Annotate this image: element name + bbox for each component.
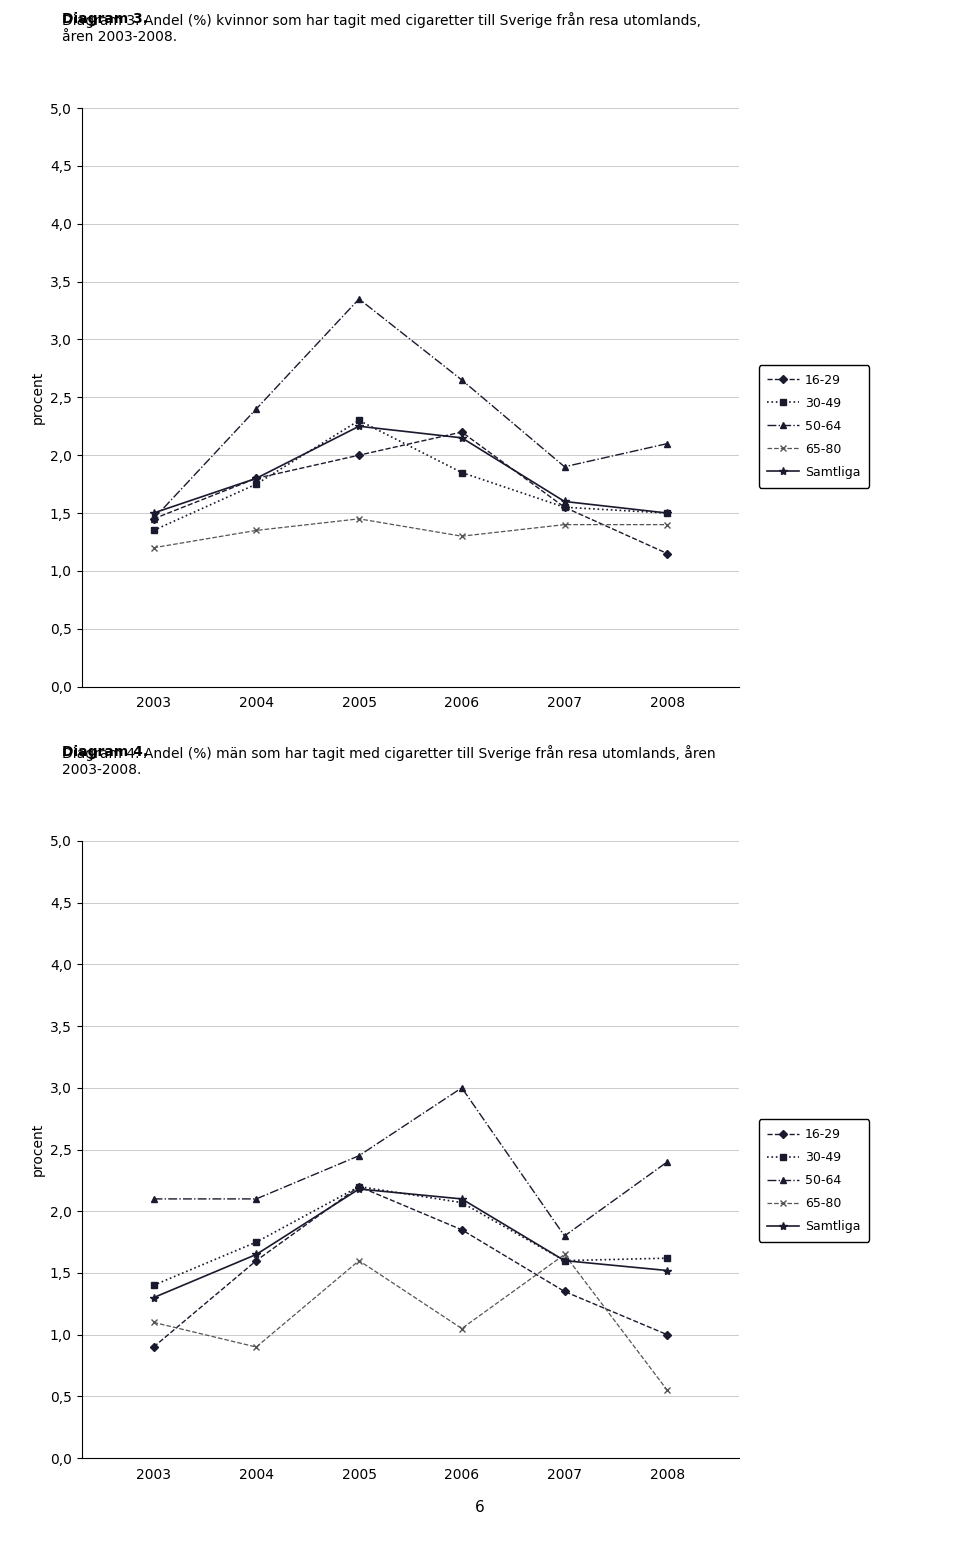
Text: Diagram 3. Andel (%) kvinnor som har tagit med cigaretter till Sverige från resa: Diagram 3. Andel (%) kvinnor som har tag… [62, 12, 702, 45]
Text: Diagram 3.: Diagram 3. [62, 12, 149, 26]
Y-axis label: procent: procent [31, 1123, 44, 1176]
Text: Diagram 4. Andel (%) män som har tagit med cigaretter till Sverige från resa uto: Diagram 4. Andel (%) män som har tagit m… [62, 745, 716, 778]
Legend: 16-29, 30-49, 50-64, 65-80, Samtliga: 16-29, 30-49, 50-64, 65-80, Samtliga [758, 366, 869, 488]
Text: 6: 6 [475, 1500, 485, 1515]
Legend: 16-29, 30-49, 50-64, 65-80, Samtliga: 16-29, 30-49, 50-64, 65-80, Samtliga [758, 1119, 869, 1242]
Y-axis label: procent: procent [31, 370, 44, 424]
Text: Diagram 4.: Diagram 4. [62, 745, 149, 759]
